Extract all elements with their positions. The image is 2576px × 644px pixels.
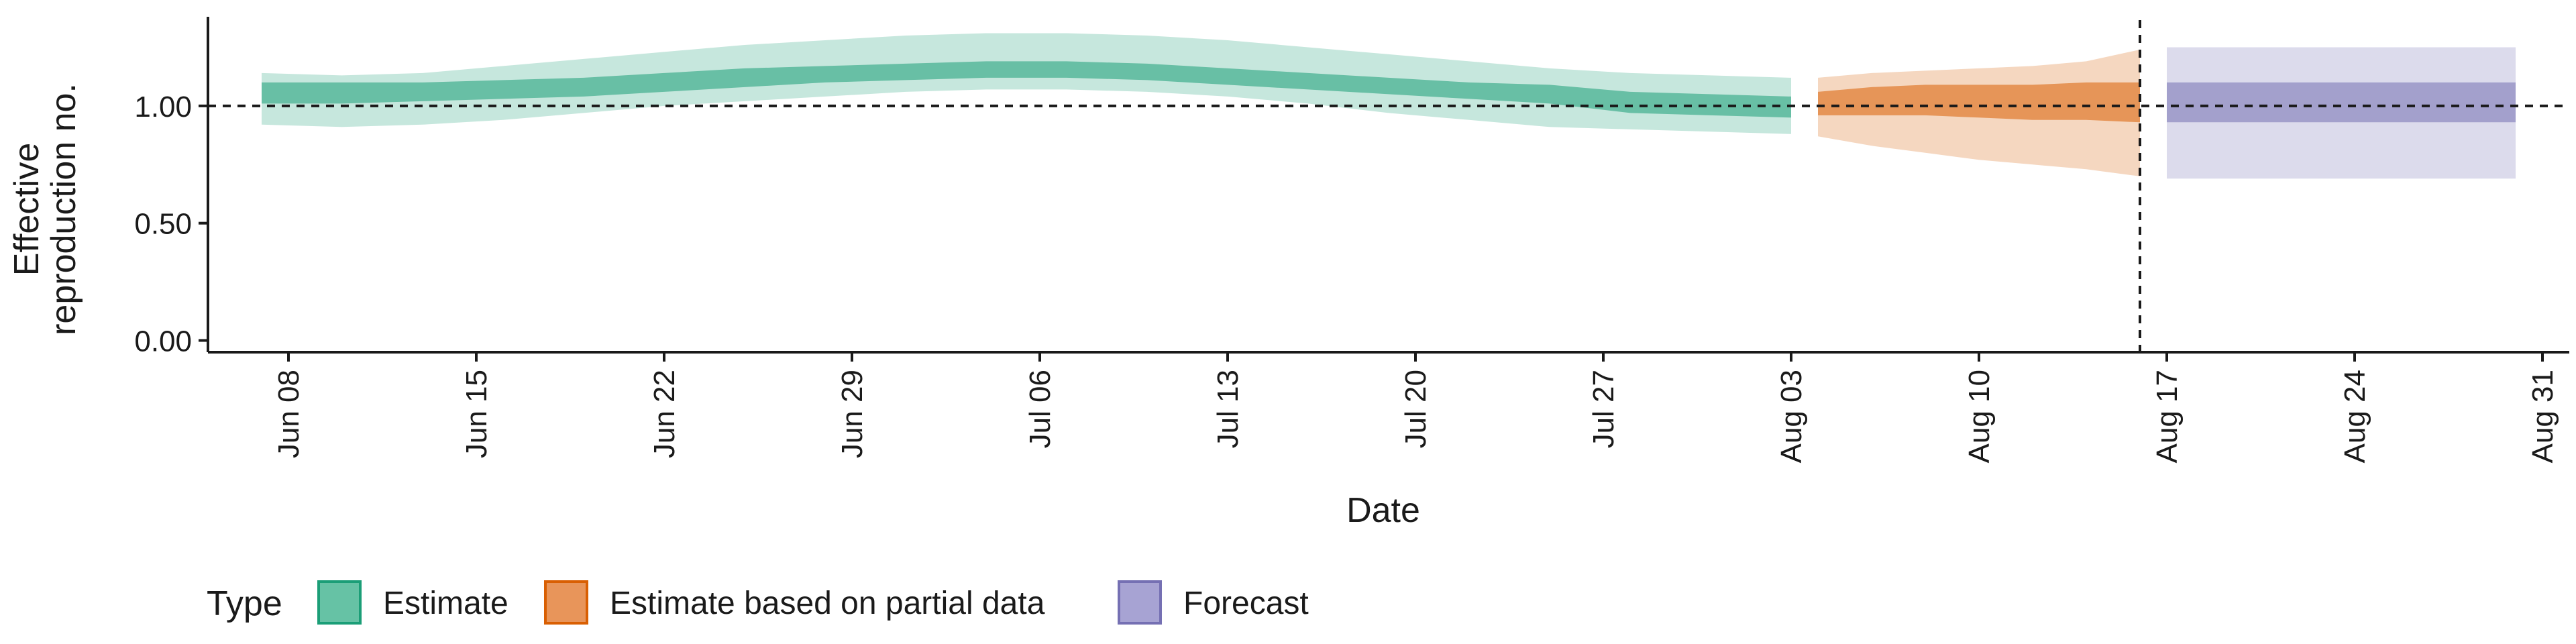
reference-lines xyxy=(208,20,2569,352)
y-tick-label: 0.00 xyxy=(134,325,192,358)
legend: Type Estimate Estimate based on partial d… xyxy=(207,580,1309,625)
y-tick-label: 1.00 xyxy=(134,91,192,123)
x-tick-label: Aug 10 xyxy=(1963,370,1996,463)
x-tick-label: Aug 17 xyxy=(2151,370,2184,463)
y-axis-title-line1: Effective xyxy=(7,143,46,276)
x-tick-label: Jul 27 xyxy=(1587,370,1620,448)
legend-item-label: Estimate xyxy=(383,586,508,621)
x-tick-label: Jul 06 xyxy=(1024,370,1057,448)
legend-swatch xyxy=(317,580,362,625)
x-tick-label: Jun 15 xyxy=(460,370,493,458)
x-tick-label: Jun 22 xyxy=(648,370,681,458)
x-tick-label: Jun 29 xyxy=(836,370,869,458)
legend-item-label: Estimate based on partial data xyxy=(610,586,1045,621)
legend-item-label: Forecast xyxy=(1183,586,1309,621)
y-axis-title-line2: reproduction no. xyxy=(44,83,83,335)
legend-swatch xyxy=(1118,580,1162,625)
ribbon-layer xyxy=(262,33,2516,179)
axes: 0.00 0.50 1.00 Jun 08 Jun 15 Jun 22 Jun 29 Jul … xyxy=(134,17,2569,463)
x-tick-label: Jul 13 xyxy=(1212,370,1244,448)
legend-swatch xyxy=(544,580,588,625)
y-tick-label: 0.50 xyxy=(134,208,192,241)
x-tick-label: Jul 20 xyxy=(1399,370,1432,448)
x-tick-label: Aug 24 xyxy=(2339,370,2371,463)
series-1-inner-ribbon xyxy=(262,61,1791,118)
series-3-inner-ribbon xyxy=(2167,82,2516,123)
series-1-outer-ribbon xyxy=(262,33,1791,134)
x-tick-label: Aug 31 xyxy=(2526,370,2559,463)
x-tick-label: Aug 03 xyxy=(1775,370,1808,463)
series-2-inner-ribbon xyxy=(1818,82,2140,123)
legend-title: Type xyxy=(207,584,282,623)
x-axis-title: Date xyxy=(1346,491,1420,530)
x-tick-label: Jun 08 xyxy=(272,370,305,458)
